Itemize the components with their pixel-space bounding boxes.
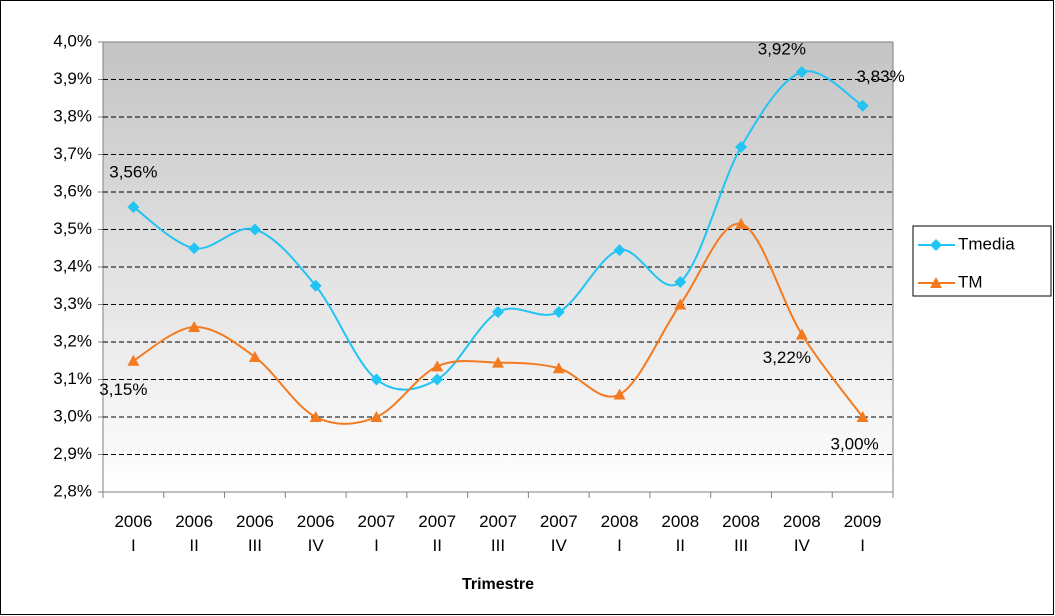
x-tick-label: 2006 IV — [296, 512, 335, 555]
data-label: 3,83% — [857, 67, 905, 86]
data-point — [248, 223, 261, 236]
data-point — [613, 244, 626, 257]
x-tick-label: 2006 II — [175, 512, 214, 555]
x-axis-title: Trimestre — [462, 576, 534, 593]
data-point — [188, 321, 201, 332]
data-point — [370, 411, 383, 422]
data-point — [674, 276, 687, 288]
data-point — [735, 141, 748, 153]
data-point — [613, 388, 626, 400]
data-point — [431, 360, 444, 372]
data-point — [552, 362, 565, 374]
y-tick-label: 3,2% — [53, 331, 92, 350]
data-point — [431, 373, 444, 386]
data-label: 3,56% — [109, 162, 157, 181]
data-point — [795, 328, 808, 340]
y-tick-label: 3,7% — [53, 144, 92, 163]
data-point — [856, 99, 869, 112]
y-tick-label: 3,1% — [53, 369, 92, 388]
x-tick-label: 2007 III — [479, 512, 517, 555]
y-tick-label: 3,0% — [53, 406, 92, 425]
y-tick-label: 3,4% — [53, 256, 92, 275]
y-tick-label: 3,6% — [53, 181, 92, 200]
y-tick-label: 3,9% — [53, 69, 92, 88]
data-point — [188, 242, 201, 255]
data-point — [127, 354, 140, 366]
data-point — [674, 298, 687, 310]
y-tick-label: 2,8% — [53, 481, 92, 500]
data-point — [309, 411, 322, 422]
data-label: 3,15% — [99, 380, 147, 399]
data-point — [795, 66, 808, 78]
y-tick-label: 3,5% — [53, 219, 92, 238]
data-point — [309, 279, 322, 292]
x-tick-label: 2008 II — [661, 512, 700, 555]
data-point — [552, 306, 565, 318]
data-point — [492, 356, 504, 368]
legend-label: Tmedia — [958, 234, 1015, 253]
data-point — [248, 351, 261, 362]
data-point — [492, 306, 504, 318]
x-tick-label: 2007 II — [418, 512, 457, 555]
data-point — [735, 217, 748, 229]
y-tick-label: 3,8% — [53, 106, 92, 125]
legend-label: TM — [958, 272, 983, 291]
x-tick-label: 2008 I — [600, 512, 639, 555]
x-tick-label: 2007 I — [357, 512, 396, 555]
x-tick-label: 2008 IV — [782, 512, 821, 555]
data-point — [127, 201, 140, 213]
data-point — [370, 373, 383, 386]
x-tick-label: 2007 IV — [539, 512, 578, 555]
y-tick-label: 4,0% — [53, 31, 92, 50]
data-label: 3,22% — [763, 348, 811, 367]
y-tick-label: 3,3% — [53, 294, 92, 313]
x-tick-label: 2008 III — [722, 512, 760, 555]
data-label: 3,92% — [758, 39, 806, 58]
data-label: 3,00% — [831, 434, 879, 453]
y-tick-label: 2,9% — [53, 444, 92, 463]
x-tick-label: 2009 I — [843, 512, 882, 555]
data-point — [856, 411, 869, 422]
legend-marker — [930, 277, 942, 288]
x-tick-label: 2006 I — [114, 512, 153, 555]
legend-marker — [930, 239, 942, 251]
x-tick-label: 2006 III — [236, 512, 274, 555]
